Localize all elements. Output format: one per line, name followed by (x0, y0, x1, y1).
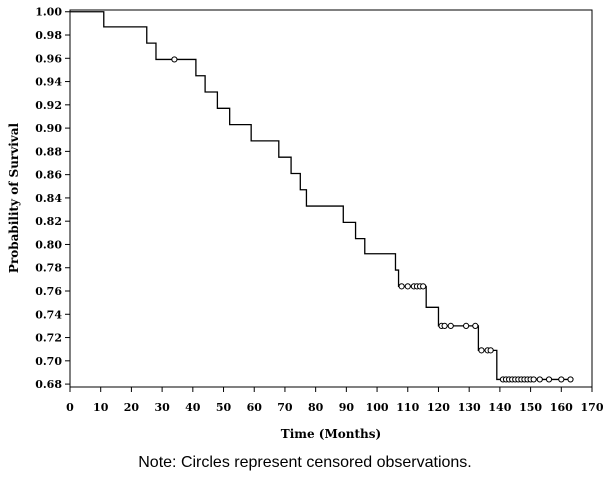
censored-point (478, 347, 485, 354)
y-tick-label: 0.92 (35, 99, 62, 112)
censored-point (530, 376, 537, 383)
y-tick-label: 0.86 (35, 169, 62, 182)
censored-point (567, 376, 574, 383)
x-tick-label: 160 (550, 401, 573, 414)
x-tick-label: 40 (185, 401, 201, 414)
x-tick-label: 140 (488, 401, 511, 414)
x-tick-label: 80 (308, 401, 324, 414)
x-axis-title: Time (Months) (281, 427, 381, 441)
censored-point (463, 322, 470, 330)
x-tick-label: 60 (247, 401, 263, 414)
y-tick-label: 0.74 (35, 308, 62, 321)
y-axis-title: Probability of Survival (7, 122, 21, 273)
y-tick-label: 0.70 (35, 355, 62, 368)
y-tick-label: 0.88 (35, 145, 62, 158)
x-tick-label: 30 (154, 401, 170, 414)
x-axis: 0 10 20 30 40 50 60 70 80 90 100 110 120 130 140 150 160… (66, 387, 604, 414)
x-tick-label: 130 (458, 401, 481, 414)
y-tick-label: 0.96 (35, 52, 62, 65)
y-tick-label: 0.80 (35, 238, 62, 251)
censored-point (420, 283, 427, 290)
x-tick-label: 100 (366, 401, 389, 414)
censored-markers (171, 56, 574, 383)
censored-point (472, 322, 479, 330)
y-tick-label: 0.90 (35, 122, 62, 135)
y-tick-label: 0.94 (35, 76, 62, 89)
plot-frame (69, 9, 593, 388)
y-tick-label: 0.78 (35, 262, 62, 275)
x-tick-label: 20 (124, 401, 140, 414)
x-tick-label: 170 (581, 401, 604, 414)
censored-point (171, 56, 178, 63)
x-tick-label: 90 (339, 401, 355, 414)
censored-point (398, 283, 405, 290)
x-tick-label: 110 (396, 401, 419, 414)
x-tick-label: 120 (427, 401, 450, 414)
censored-point (545, 376, 553, 383)
censored-point (558, 376, 565, 383)
x-tick-label: 70 (277, 401, 293, 414)
y-tick-label: 0.76 (35, 285, 62, 298)
censored-point (536, 376, 543, 383)
x-tick-label: 150 (519, 401, 542, 414)
x-tick-label: 0 (66, 401, 74, 414)
censored-point (441, 322, 448, 330)
censoring-note: Note: Circles represent censored observa… (138, 454, 472, 471)
y-tick-label: 0.84 (35, 192, 62, 205)
x-tick-label: 10 (93, 401, 109, 414)
y-tick-label: 1.00 (35, 6, 62, 19)
y-tick-label: 0.68 (35, 378, 62, 391)
survival-step-line (70, 11, 571, 381)
censored-point (487, 347, 494, 354)
y-tick-label: 0.82 (35, 215, 62, 228)
censored-point (447, 322, 454, 330)
x-tick-label: 50 (216, 401, 232, 414)
y-axis: 0.68 0.70 0.72 0.74 0.76 0.78 0.80 0.82 0.84 0.86… (35, 6, 70, 391)
censored-point (404, 283, 411, 290)
y-tick-label: 0.72 (35, 332, 62, 345)
y-tick-label: 0.98 (35, 29, 62, 42)
